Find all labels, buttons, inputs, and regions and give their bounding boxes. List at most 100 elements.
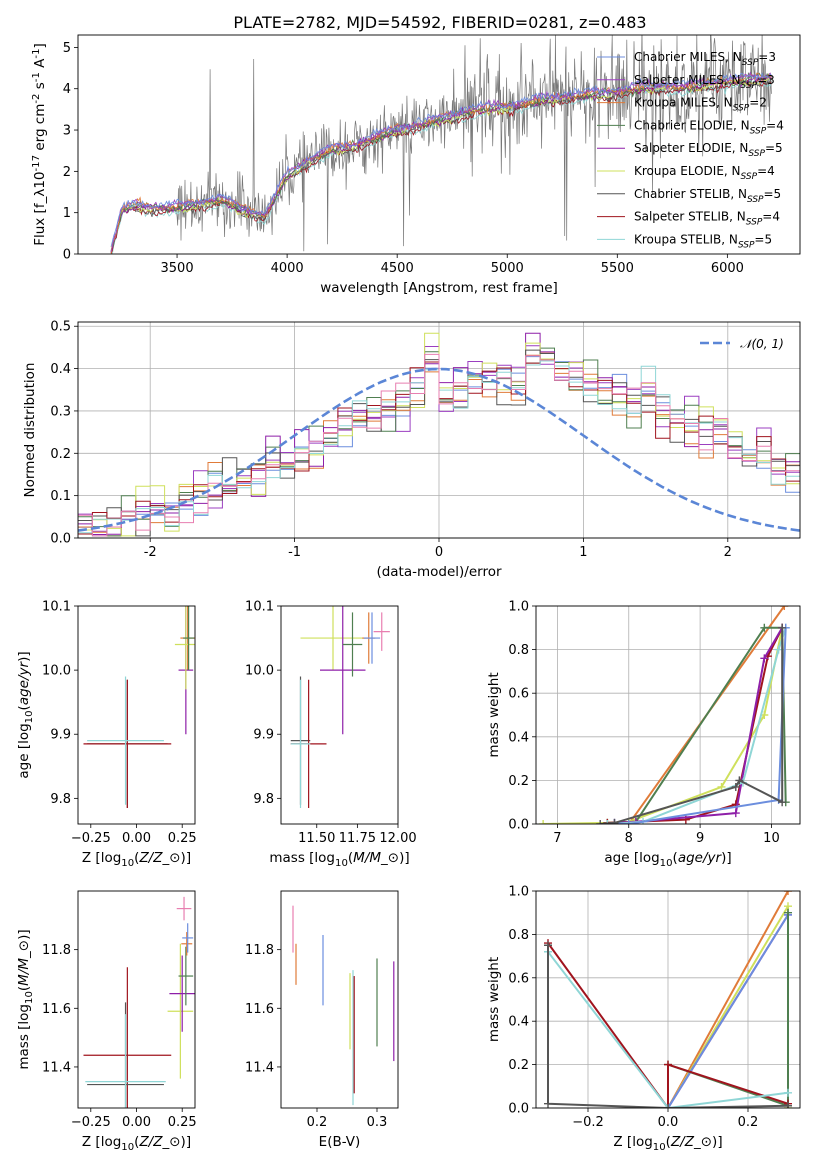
label-part: SSP: [741, 81, 758, 91]
y-tick-label: 2: [63, 165, 71, 180]
series-point-marker: [784, 1088, 792, 1097]
label-part: 10: [32, 171, 48, 188]
y-tick-label: 0.6: [508, 971, 529, 986]
label-part: M/M_⊙: [353, 850, 399, 866]
label-part: )]: [712, 1134, 723, 1150]
y-tick-label: 3: [63, 124, 71, 139]
y-tick-label: 11.4: [42, 1060, 71, 1075]
y-tick-label: 9.8: [50, 792, 71, 807]
y-axis-label: mass weight: [486, 672, 502, 757]
histogram-salpeter-stelib: [78, 359, 800, 538]
x-tick-label: 11.50: [298, 831, 335, 846]
y-tick-label: 11.4: [245, 1060, 274, 1075]
label-part: -2: [31, 94, 42, 104]
label-part: (: [666, 1134, 671, 1150]
label-part: mass weight: [486, 672, 502, 757]
y-axis-label: age [log10(age/yr)]: [16, 651, 35, 778]
cumulative-series-line: [600, 627, 784, 824]
legend-label: Kroupa MILES, NSSP=2: [634, 96, 767, 114]
y-tick-label: 10.0: [245, 664, 274, 679]
x-tick-label: 9: [696, 831, 704, 846]
label-part: =5: [754, 232, 772, 246]
x-tick-label: 0.25: [168, 831, 197, 846]
figure-title: PLATE=2782, MJD=54592, FIBERID=0281, z=0…: [233, 13, 646, 32]
label-part: erg cm: [32, 104, 48, 155]
x-tick-label: 5500: [601, 261, 634, 276]
x-tick-label: 0.25: [168, 1115, 197, 1130]
x-axis-label: wavelength [Angstrom, rest frame]: [320, 280, 558, 296]
y-tick-label: 1: [63, 206, 71, 221]
y-tick-label: 10.0: [42, 664, 71, 679]
x-tick-label: -2: [144, 545, 157, 560]
x-tick-label: 2: [724, 545, 732, 560]
label-part: (: [348, 850, 353, 866]
y-tick-label: 0.4: [508, 1015, 529, 1030]
label-part: SSP: [741, 172, 758, 182]
label-part: 10: [660, 858, 673, 869]
x-tick-label: 0.3: [367, 1115, 388, 1130]
series-point-marker: [603, 820, 612, 824]
label-part: (data-model)/error: [376, 564, 502, 580]
label-part: s: [32, 82, 48, 93]
panel-cumulative_mass_vs_Z: −0.2 0.0 0.2 0.0 0.2 0.4 0.6 0.8 1.0 Z [log10(Z/Z…: [486, 885, 801, 1153]
legend-label: Chabrier MILES, NSSP=3: [634, 50, 776, 68]
series-point-marker: [735, 776, 744, 785]
legend-label: Salpeter ELODIE, NSSP=5: [634, 141, 783, 159]
y-tick-label: 1.0: [508, 885, 529, 900]
axes-frame: [280, 890, 399, 1109]
model-chabrier-miles-line: [110, 72, 772, 247]
series-point-marker: [778, 798, 787, 807]
y-tick-label: 11.6: [245, 1002, 274, 1017]
panel-age_vs_mass: 11.50 11.75 12.00 9.8 9.9 10.0 10.1 mass [log10…: [245, 600, 417, 870]
label-part: )]: [721, 850, 732, 866]
label-part: Chabrier MILES, N: [634, 50, 742, 64]
x-axis-label: E(B-V): [319, 1134, 361, 1150]
y-tick-label: 9.9: [50, 728, 71, 743]
series-point-marker: [780, 606, 789, 610]
series-point-marker: [664, 1060, 672, 1069]
legend-label: Salpeter MILES, NSSP=3: [634, 73, 775, 91]
label-part: Salpeter STELIB, N: [634, 210, 746, 224]
x-tick-label: −0.2: [572, 1115, 604, 1130]
label-part: mass [log: [16, 1004, 32, 1070]
label-part: 10: [121, 1142, 134, 1153]
histogram-pink: [78, 353, 800, 538]
label-part: Kroupa MILES, N: [634, 96, 733, 110]
y-axis-label: Flux [f_λ10-17 erg cm-2 s-1 A-1]: [31, 43, 48, 246]
axes-frame: [280, 605, 399, 825]
x-tick-label: 7: [553, 831, 561, 846]
label-part: =5: [765, 141, 783, 155]
y-axis-label: mass weight: [486, 957, 502, 1042]
x-axis-label: mass [log10(M/M_⊙)]: [269, 850, 409, 869]
x-tick-label: 4500: [381, 261, 414, 276]
axes-frame: [77, 34, 801, 255]
panel-age_vs_Z: −0.25 0.00 0.259.89.910.010.1Z [log10(Z/Z_…: [16, 600, 197, 870]
series-point-marker: [596, 820, 605, 824]
label-part: age/yr: [16, 660, 32, 705]
legend-label: Chabrier STELIB, NSSP=5: [634, 187, 781, 205]
label-part: Kroupa ELODIE, N: [634, 164, 741, 178]
histogram-chabrier-stelib: [78, 349, 800, 538]
label-part: Chabrier ELODIE, N: [634, 118, 750, 132]
x-axis-label: (data-model)/error: [376, 564, 502, 580]
y-axis-label: mass [log10(M/M_⊙)]: [16, 929, 35, 1069]
cumulative-series-line: [547, 945, 789, 1108]
panel-mass_vs_EBV: 0.2 0.3 11.4 11.6 11.8 E(B-V): [245, 890, 399, 1150]
plot-area-cumulative_mass_vs_Z: [544, 891, 792, 1108]
label-part: )]: [399, 850, 410, 866]
cumulative-series-line: [607, 627, 787, 824]
series-point-marker: [778, 623, 787, 632]
panel-residuals: -2 -1 0 1 2 0.0 0.1 0.2 0.3 0.4 0.5 (data-model)/er…: [22, 320, 801, 580]
x-tick-label: 8: [625, 831, 633, 846]
label-part: M/M_⊙: [16, 940, 32, 986]
series-point-marker: [544, 941, 552, 950]
label-part: (: [673, 850, 678, 866]
x-tick-label: 12.00: [379, 831, 416, 846]
y-tick-label: 0.0: [508, 818, 529, 833]
x-tick-label: −0.25: [71, 1115, 111, 1130]
label-part: (: [134, 850, 139, 866]
legend-label: Kroupa ELODIE, NSSP=4: [634, 164, 775, 182]
label-part: 10: [653, 1142, 666, 1153]
panel-spectrum: 3500 4000 4500 5000 5500 6000 0 1 2 3 4 5 wavelength…: [31, 34, 801, 296]
label-part: E(B-V): [319, 1134, 361, 1150]
